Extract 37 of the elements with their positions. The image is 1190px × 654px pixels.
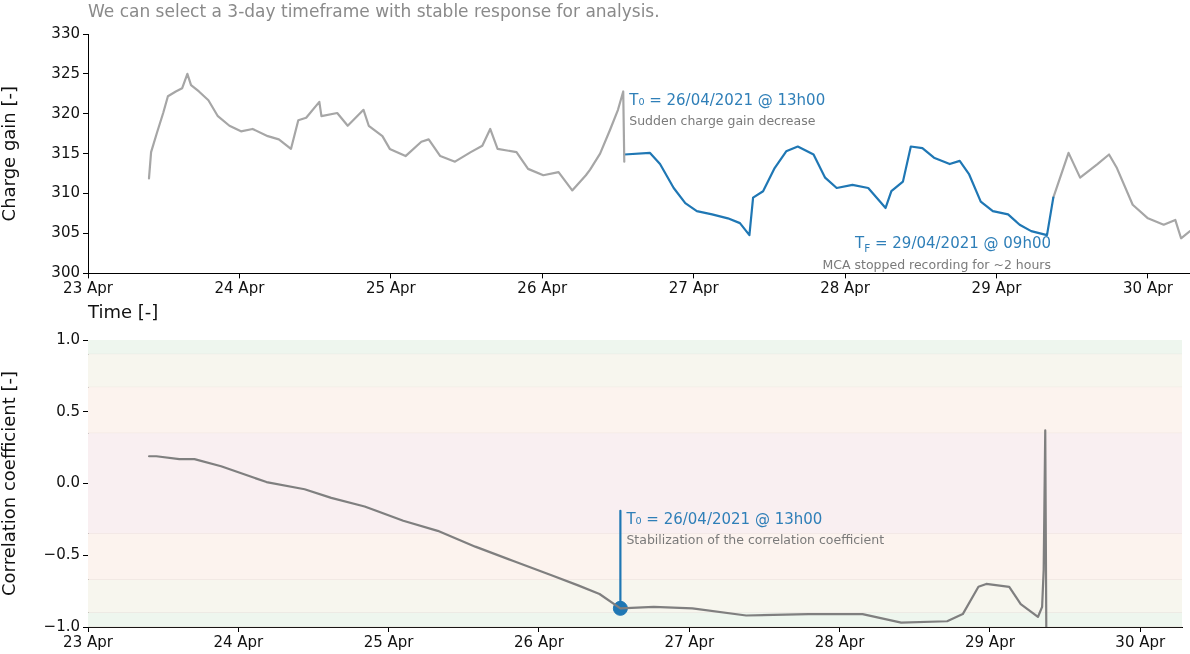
annotation: T₀ = 26/04/2021 @ 13h00 <box>625 510 823 529</box>
y-tick-label: 330 <box>51 23 80 42</box>
x-axis-title: Time [-] <box>87 300 159 322</box>
annotation: T₀ = 26/04/2021 @ 13h00 <box>628 90 826 109</box>
y-tick-label: 0.5 <box>56 401 80 420</box>
y-tick-label: 300 <box>51 263 80 282</box>
x-tick-label: 25 Apr <box>365 279 417 298</box>
y-tick-label: 320 <box>51 103 80 122</box>
y-tick-label: −0.5 <box>43 545 80 564</box>
y-tick-label: 1.0 <box>56 329 80 348</box>
x-tick-label: 30 Apr <box>1123 279 1174 298</box>
x-tick-label: 28 Apr <box>820 279 871 298</box>
y-axis-title: Correlation coefficient [-] <box>0 370 20 597</box>
x-tick-label: 26 Apr <box>517 279 568 298</box>
x-tick-label: 26 Apr <box>514 632 565 651</box>
y-axis-title: Charge gain [-] <box>0 85 20 222</box>
x-tick-label: 23 Apr <box>63 632 114 651</box>
y-tick-label: −1.0 <box>43 616 80 635</box>
chart-title: We can select a 3-day timeframe with stable response for analysis. <box>87 0 661 22</box>
x-tick-label: 29 Apr <box>971 279 1023 298</box>
x-tick-label: 28 Apr <box>814 632 866 651</box>
x-tick-label: 24 Apr <box>213 632 265 651</box>
x-tick-label: 29 Apr <box>965 632 1016 651</box>
y-tick-label: 325 <box>51 63 80 82</box>
y-tick-label: 305 <box>51 223 80 242</box>
x-tick-label: 25 Apr <box>363 632 415 651</box>
y-tick-label: 0.0 <box>56 473 80 492</box>
annotation: MCA stopped recording for ~2 hours <box>822 256 1051 272</box>
x-tick-label: 23 Apr <box>63 279 114 298</box>
x-tick-label: 27 Apr <box>664 632 716 651</box>
x-tick-label: 30 Apr <box>1115 632 1166 651</box>
y-tick-label: 315 <box>51 143 80 162</box>
y-tick-label: 310 <box>51 183 80 202</box>
annotation: Stabilization of the correlation coefficient <box>626 532 885 548</box>
x-tick-label: 24 Apr <box>214 279 266 298</box>
x-tick-label: 27 Apr <box>668 279 720 298</box>
annotation: Sudden charge gain decrease <box>629 112 816 128</box>
